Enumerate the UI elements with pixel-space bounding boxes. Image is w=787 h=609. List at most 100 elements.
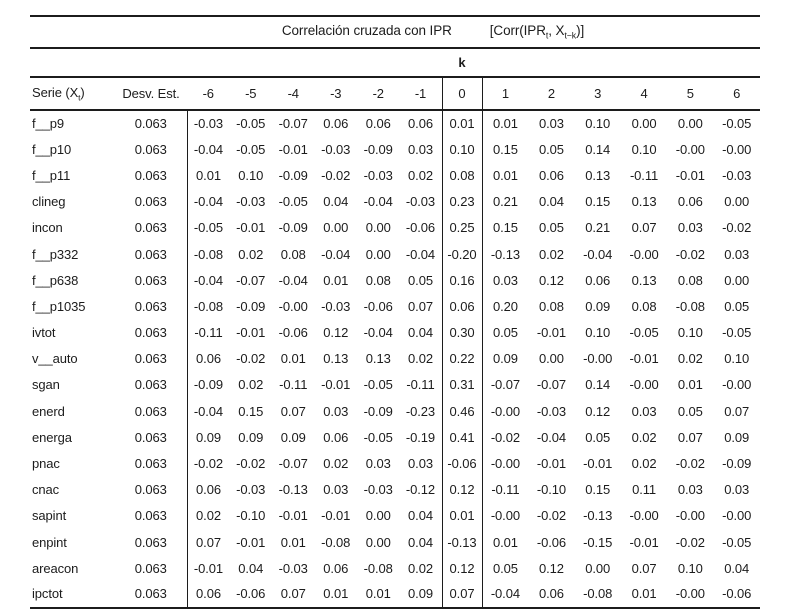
table-row-ipctot: ipctot 0.063 0.06 -0.06 0.07 0.01 0.01 0.09 0.07… [30, 581, 760, 609]
corr-value-lag--3: -0.03 [321, 298, 351, 314]
corr-value-lag--5: -0.01 [236, 534, 266, 550]
table-title: Correlación cruzada con IPR [Corr(IPRt, X… [282, 23, 585, 41]
k-label: k [442, 48, 482, 78]
corr-value-lag-5: -0.08 [675, 298, 705, 314]
series-name: cnac [32, 482, 60, 498]
corr-value-lag--5: 0.02 [238, 377, 264, 393]
col-header-lag--5: -5 [229, 77, 272, 111]
corr-value-lag-6: -0.05 [722, 325, 752, 341]
corr-value-lag-5: 0.02 [677, 351, 703, 367]
col-header-lag-5: 5 [667, 77, 714, 111]
corr-value-lag--2: -0.04 [363, 325, 393, 341]
corr-value-lag-3: 0.05 [585, 429, 611, 445]
corr-value-lag-1: 0.01 [492, 167, 518, 183]
corr-value-lag-1: -0.00 [490, 456, 520, 472]
corr-value-lag-5: -0.00 [667, 581, 714, 609]
corr-value-lag--1: -0.04 [405, 246, 436, 262]
corr-value-lag--1: -0.12 [405, 482, 436, 498]
std-dev-value: 0.063 [134, 560, 167, 576]
corr-value-lag-6: -0.00 [722, 508, 752, 524]
k-row-spacer [30, 48, 442, 78]
corr-value-lag-3: 0.10 [585, 116, 611, 132]
corr-value-lag-6: -0.00 [722, 141, 752, 157]
formula-subscript: t−k [564, 30, 577, 41]
corr-value-lag--3: -0.02 [321, 167, 351, 183]
corr-value-lag-6: 0.03 [724, 246, 750, 262]
col-header-serie: Serie (Xt) [30, 77, 115, 111]
corr-value-lag-4: -0.00 [629, 508, 659, 524]
corr-value-lag--6: -0.04 [186, 136, 230, 163]
corr-value-lag--3: 0.03 [323, 482, 349, 498]
corr-value-lag-5: -0.00 [675, 141, 705, 157]
corr-value-lag-2: -0.03 [536, 403, 567, 419]
corr-value-lag--6: 0.01 [186, 162, 230, 189]
corr-value-lag-2: 0.06 [538, 167, 564, 183]
series-name: f__p638 [32, 272, 79, 288]
col-header-lag--6: -6 [187, 77, 230, 111]
corr-value-lag--2: 0.01 [357, 581, 400, 609]
corr-value-lag--1: -0.03 [405, 194, 436, 210]
corr-value-lag-5: 0.00 [677, 116, 703, 132]
corr-value-lag--1: 0.02 [408, 351, 433, 367]
corr-value-lag--4: -0.13 [278, 482, 308, 498]
corr-value-lag-1: 0.05 [492, 325, 518, 341]
corr-value-lag-1: 0.15 [492, 220, 518, 236]
std-dev-value: 0.063 [134, 167, 167, 183]
col-header-lag-3: 3 [574, 77, 621, 111]
corr-value-lag-6: 0.09 [724, 429, 750, 445]
formula-part: )] [576, 23, 585, 39]
corr-value-lag--5: -0.09 [236, 298, 266, 314]
corr-value-lag-5: -0.02 [675, 246, 705, 262]
corr-value-lag-0: 0.12 [441, 476, 483, 503]
corr-value-lag-1: -0.07 [490, 377, 520, 393]
corr-value-lag--6: 0.02 [186, 502, 230, 529]
corr-value-lag-3: -0.01 [583, 456, 613, 472]
corr-value-lag--6: -0.04 [186, 267, 230, 294]
serie-header-text: Serie (X [32, 84, 79, 100]
corr-value-lag--3: 0.12 [323, 325, 349, 341]
corr-value-lag-4: 0.08 [631, 298, 657, 314]
corr-value-lag-2: -0.01 [536, 456, 567, 472]
corr-value-lag--4: -0.11 [279, 377, 308, 393]
corr-value-lag--5: 0.09 [238, 429, 264, 445]
table-row-energa: energa 0.063 0.09 0.09 0.09 0.06 -0.05 -0.19 0.4… [30, 424, 760, 451]
table-row-f__p11: f__p11 0.063 0.01 0.10 -0.09 -0.02 -0.03 0.02 0.… [30, 162, 760, 189]
corr-value-lag-4: -0.01 [629, 534, 659, 550]
col-header-lag-0: 0 [441, 77, 483, 111]
corr-value-lag-6: -0.09 [722, 456, 752, 472]
corr-value-lag-1: -0.13 [490, 246, 520, 262]
series-name: sapint [32, 508, 67, 524]
series-name: ipctot [30, 581, 115, 609]
corr-value-lag-2: 0.05 [538, 141, 564, 157]
corr-value-lag-0: -0.20 [441, 240, 483, 268]
corr-value-lag--1: 0.04 [408, 508, 433, 524]
table-row-enpint: enpint 0.063 0.07 -0.01 0.01 -0.08 0.00 0.04 -0.… [30, 529, 760, 556]
corr-value-lag-6: -0.05 [722, 116, 752, 132]
table-title-row: Correlación cruzada con IPR [Corr(IPRt, X… [30, 15, 760, 49]
corr-value-lag-4: 0.00 [631, 116, 657, 132]
corr-value-lag--3: 0.01 [323, 272, 349, 288]
corr-value-lag--6: -0.11 [186, 319, 230, 346]
std-dev-value: 0.063 [134, 116, 167, 132]
k-row-spacer [482, 48, 760, 78]
corr-value-lag-2: -0.10 [536, 482, 567, 498]
corr-value-lag--4: -0.04 [278, 272, 308, 288]
std-dev-value: 0.063 [134, 377, 167, 393]
corr-value-lag-2: -0.02 [536, 508, 567, 524]
corr-value-lag-2: 0.12 [538, 272, 564, 288]
corr-value-lag-4: 0.07 [631, 220, 657, 236]
corr-value-lag-3: -0.04 [583, 246, 613, 262]
table-row-cnac: cnac 0.063 0.06 -0.03 -0.13 0.03 -0.03 -0.12 0.1… [30, 476, 760, 503]
corr-value-lag-5: 0.03 [677, 482, 703, 498]
series-name: f__p1035 [32, 298, 86, 314]
corr-value-lag-3: -0.13 [583, 508, 613, 524]
serie-header-text: ) [80, 84, 85, 100]
corr-value-lag--4: -0.06 [278, 325, 308, 341]
col-header-lag-6: 6 [713, 77, 760, 111]
corr-value-lag--5: 0.02 [238, 246, 264, 262]
std-dev-value: 0.063 [134, 351, 167, 367]
corr-value-lag--6: 0.07 [186, 529, 230, 556]
corr-value-lag-0: 0.22 [441, 345, 483, 372]
corr-value-lag-6: -0.05 [722, 534, 752, 550]
corr-value-lag-0: 0.16 [441, 267, 483, 294]
